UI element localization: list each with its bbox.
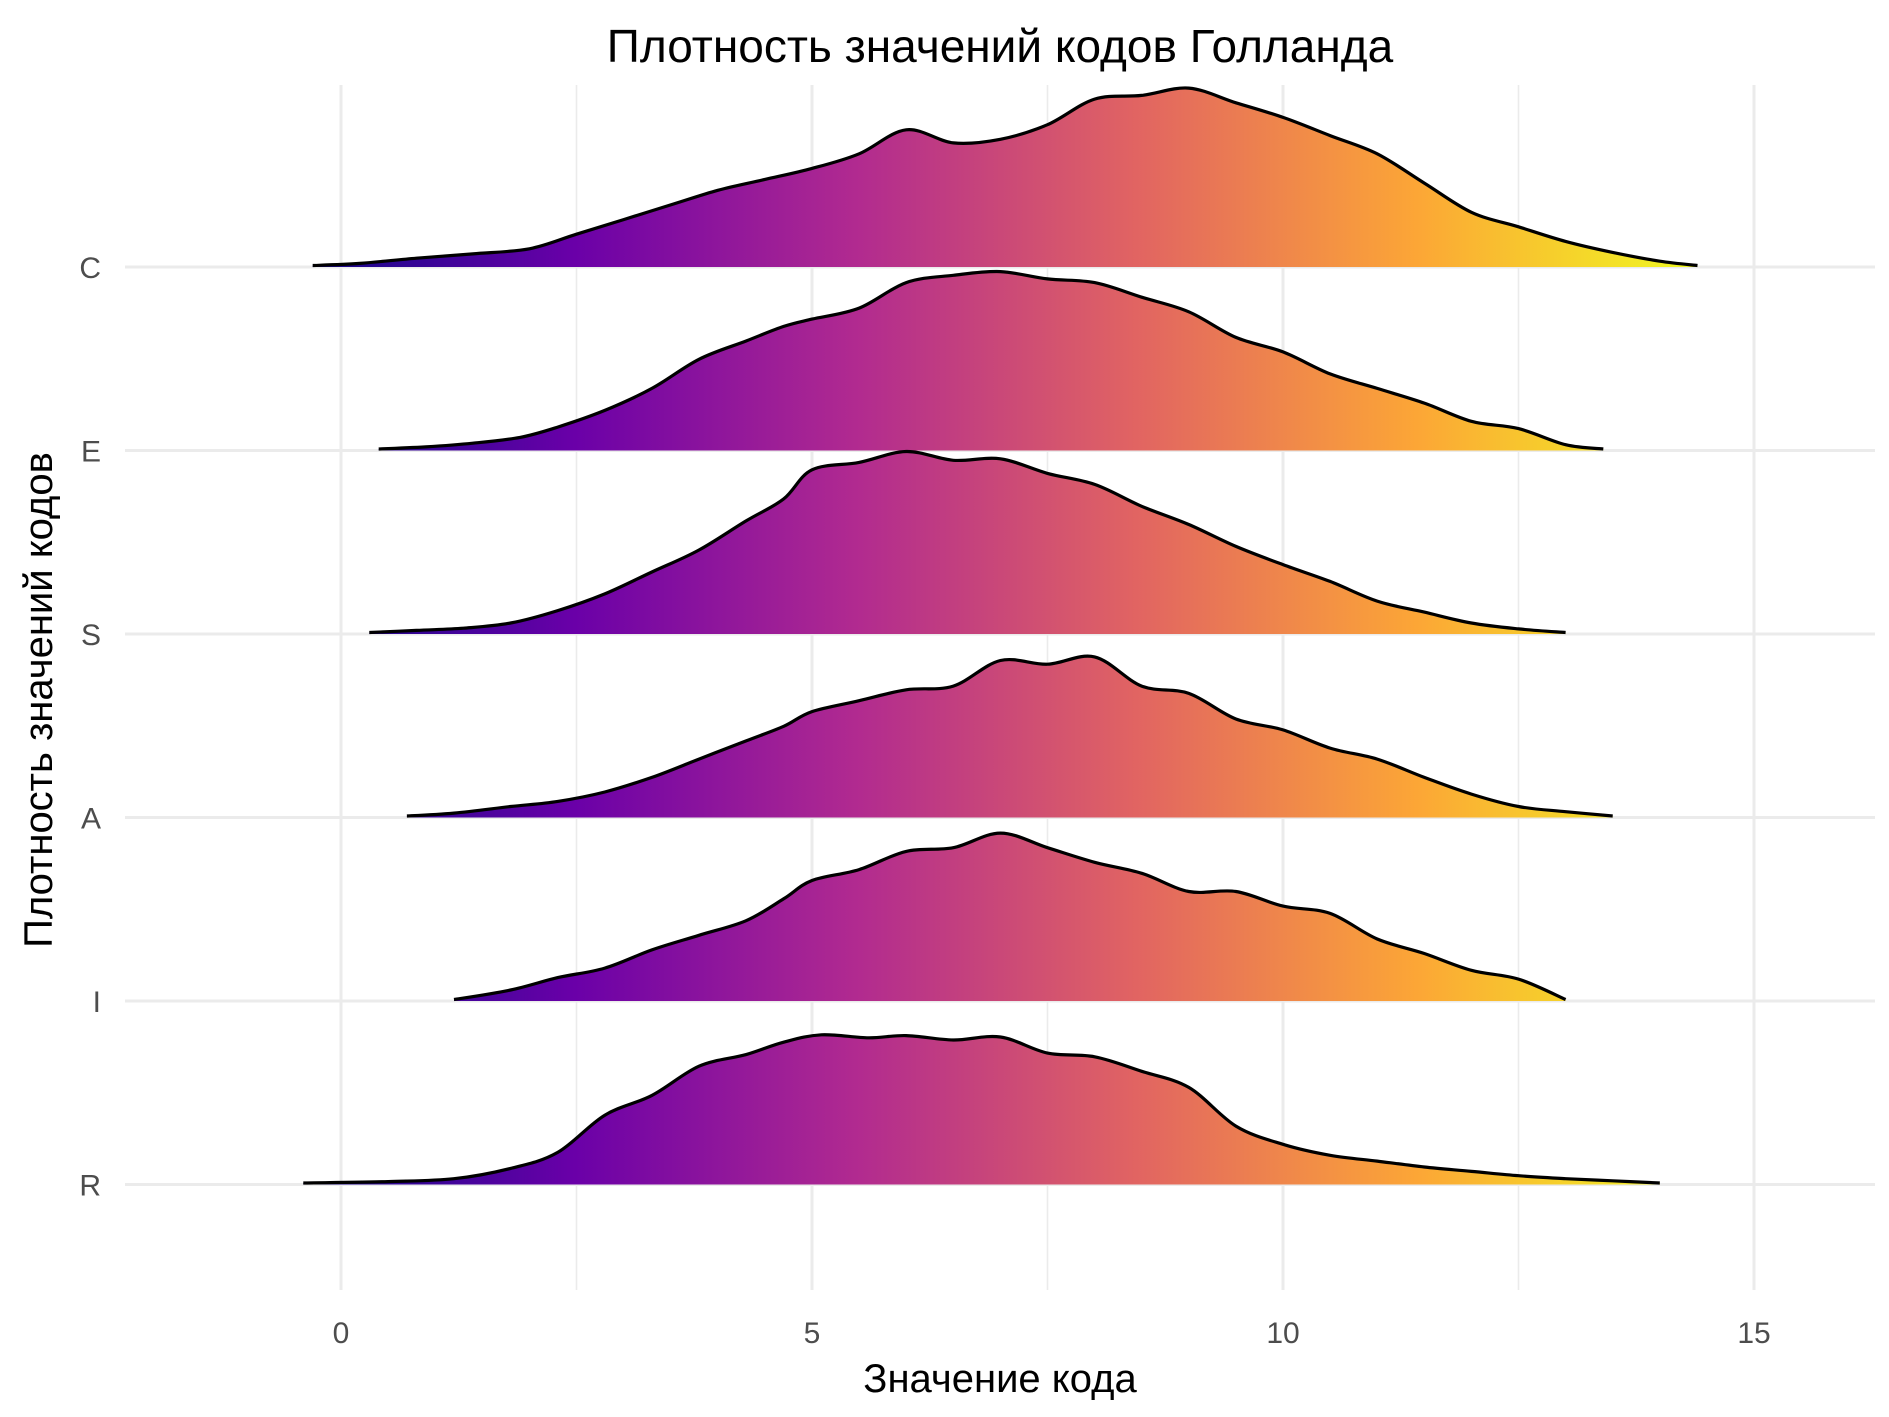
ridge-fill-i [454, 833, 1566, 1001]
y-tick-label-r: R [79, 1170, 101, 1203]
ridge-fill-a [406, 656, 1613, 818]
ridge-outline-c [312, 86, 1698, 268]
x-tick-label: 10 [1266, 1317, 1299, 1350]
x-axis-ticks: 0 5 10 15 [333, 1317, 1771, 1350]
ridge-outline-i [453, 831, 1567, 1002]
ridge-i [453, 831, 1567, 1002]
x-axis-title: Значение кода [863, 1357, 1137, 1401]
ridge-a [406, 654, 1613, 818]
ridge-fill-c [312, 87, 1698, 267]
ridge-c [312, 86, 1698, 268]
x-tick-label: 15 [1737, 1317, 1770, 1350]
ridges [303, 86, 1698, 1185]
x-tick-label: 5 [804, 1317, 821, 1350]
y-tick-label-e: E [81, 436, 101, 469]
ridge-outline-a [406, 654, 1613, 818]
y-axis-title: Плотность значений кодов [17, 452, 61, 948]
y-tick-label-s: S [81, 619, 101, 652]
ridge-fill-e [378, 271, 1604, 451]
y-tick-label-i: I [93, 986, 101, 1019]
ridge-r [303, 1033, 1660, 1185]
ridge-outline-e [378, 269, 1604, 451]
ridge-e [378, 269, 1604, 451]
x-tick-label: 0 [333, 1317, 350, 1350]
ridge-fill-r [303, 1034, 1660, 1185]
chart-title: Плотность значений кодов Голланда [607, 20, 1394, 72]
y-tick-label-a: A [81, 803, 101, 836]
y-tick-label-c: C [79, 252, 101, 285]
y-axis-ticks: R I A S E C [79, 252, 101, 1203]
ridge-outline-r [303, 1033, 1660, 1185]
ridge-outline-s [369, 449, 1566, 635]
ridge-fill-s [369, 451, 1566, 634]
ridge-s [369, 449, 1566, 635]
